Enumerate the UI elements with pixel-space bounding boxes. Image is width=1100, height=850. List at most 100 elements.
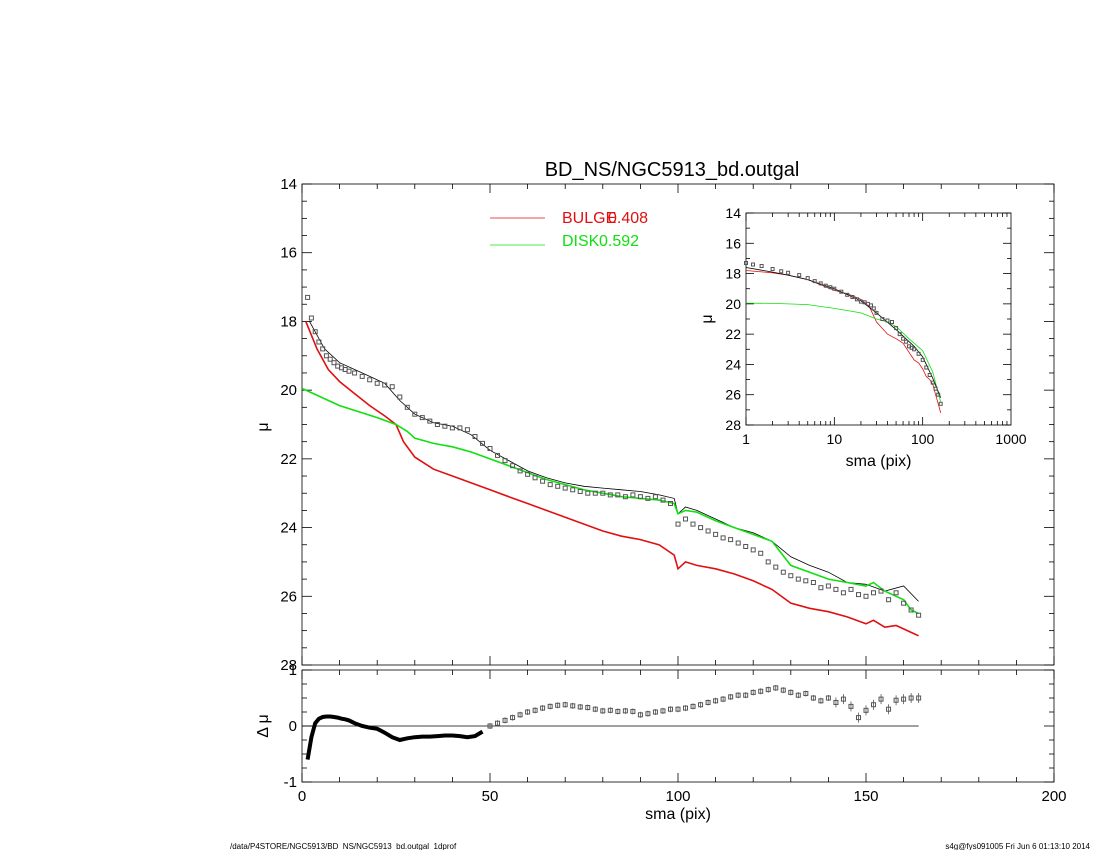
main-data-point-24 [442,423,448,429]
resid-data-point-39 [555,702,561,708]
resid-xtick-label-2: 100 [665,788,690,805]
resid-data-point-58 [698,702,704,708]
main-ytick-label-6: 26 [280,588,297,605]
resid-data-point-81 [871,702,877,708]
resid-ytick-label-1: 0 [289,718,297,735]
resid-data-point-43 [585,705,591,711]
main-data-point-52 [652,494,658,500]
main-data-point-21 [419,415,425,421]
inset-data-point-24 [885,318,890,323]
resid-data-point-38 [547,703,553,709]
legend-bulge-value: 0.408 [608,210,648,227]
resid-data-point-40 [562,702,568,708]
main-data-point-50 [637,494,643,500]
inset-background [746,213,1011,425]
main-data-point-11 [346,368,352,374]
main-data-point-65 [750,547,756,553]
main-data-point-54 [668,501,673,506]
resid-data-point-45 [600,708,606,714]
main-data-point-68 [773,564,779,570]
inset-data-point-40 [938,401,943,406]
main-data-point-3 [316,339,322,345]
main-data-point-73 [810,580,816,585]
chart-title: BD_NS/NGC5913_bd.outgal [545,159,800,181]
main-data-point-83 [886,597,892,603]
main-data-point-20 [412,411,418,417]
resid-data-point-52 [652,709,658,715]
resid-data-point-46 [607,707,613,713]
inset-data-point-2 [759,264,764,268]
resid-xtick-label-0: 0 [298,788,306,805]
inset-x-axis-label: sma (pix) [846,453,912,470]
main-data-point-48 [622,494,628,500]
main-data-point-55 [675,521,681,527]
resid-xtick-label-4: 200 [1041,788,1066,805]
resid-data-point-69 [780,687,786,693]
main-data-point-29 [480,440,485,446]
inset-data-point-16 [854,297,859,302]
main-data-point-44 [592,490,598,496]
resid-data-point-65 [750,689,756,695]
main-data-point-51 [645,495,651,501]
inset-data-point-0 [744,261,748,265]
main-data-point-16 [382,382,388,388]
main-data-point-5 [323,353,329,359]
main-data-point-66 [758,550,764,556]
resid-data-point-32 [502,717,508,723]
main-data-point-59 [705,528,711,534]
main-data-point-49 [630,492,636,498]
inset-data-point-6 [797,273,802,278]
main-data-point-18 [397,394,403,400]
resid-data-point-83 [886,706,892,712]
main-data-point-27 [464,427,470,433]
inset-data-point-39 [936,392,941,397]
main-data-point-77 [840,590,846,596]
main-data-point-42 [577,489,583,494]
resid-data-point-80 [863,707,869,713]
resid-data-point-71 [795,692,801,698]
inset-data-point-28 [901,336,906,341]
main-data-point-62 [728,537,734,543]
resid-data-point-31 [495,720,501,726]
main-data-point-43 [585,490,591,496]
resid-data-point-35 [525,709,531,715]
main-data-point-22 [427,418,433,424]
main-data-point-31 [495,452,500,458]
inset-data-point-29 [904,339,909,344]
resid-data-point-53 [660,708,666,714]
resid-data-point-50 [637,712,643,718]
main-data-point-13 [359,373,365,379]
main-y-axis-label: μ [255,422,272,431]
main-data-point-36 [532,475,538,481]
main-data-point-28 [472,434,478,439]
resid-ytick-label-2: -1 [284,774,297,791]
main-data-point-32 [502,458,508,464]
main-ytick-label-3: 20 [280,382,297,399]
inset-data-point-34 [920,357,925,362]
resid-data-point-57 [690,703,696,709]
inset-data-point-23 [880,317,885,321]
main-data-point-74 [818,585,824,591]
inset-log-plot: 1 10 100 1000 14 16 18 20 22 24 26 28 sma (pix) μ [699,205,1027,470]
legend-disk-label: DISK [562,233,600,250]
inset-data-point-20 [869,303,873,308]
resid-data-point-64 [743,692,749,698]
main-data-point-86 [908,607,914,613]
main-data-point-81 [871,590,876,596]
resid-data-point-48 [622,708,628,714]
resid-data-point-56 [683,705,689,711]
resid-ytick-label-0: 1 [289,662,297,679]
main-ytick-label-2: 18 [280,313,297,330]
resid-data-point-55 [675,706,681,712]
legend-bulge-label: BULGE [562,210,616,227]
inset-data-point-37 [930,380,935,385]
resid-data-point-42 [577,704,583,710]
main-data-point-15 [374,380,380,386]
resid-data-point-82 [878,696,884,702]
inset-data-point-26 [894,326,899,331]
inset-xtick-label-1: 10 [827,431,843,447]
main-ytick-label-7: 28 [280,657,297,674]
resid-data-point-60 [713,698,719,704]
resid-data-point-33 [510,715,516,721]
main-data-point-56 [683,516,688,522]
